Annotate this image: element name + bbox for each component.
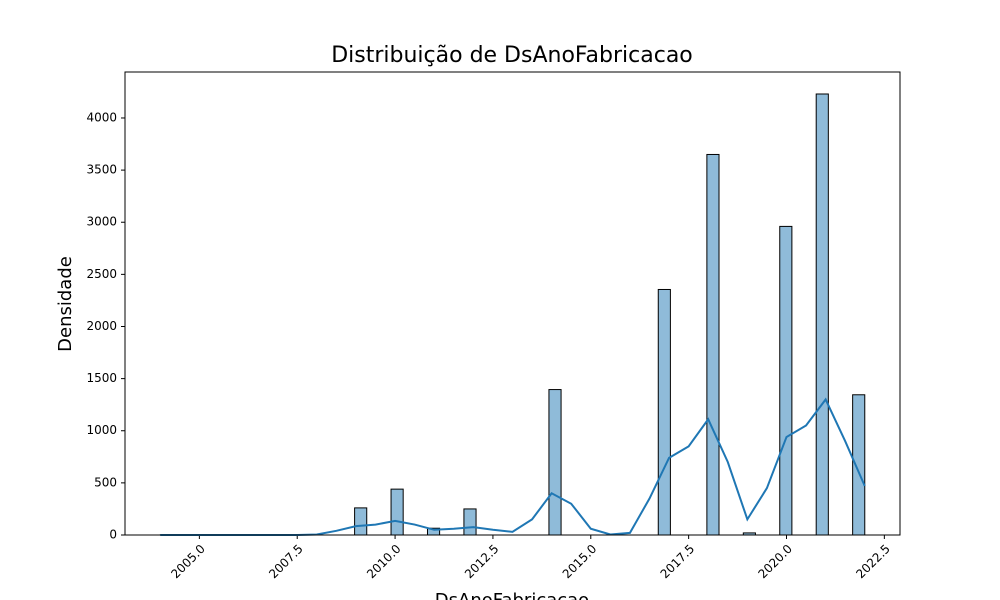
x-tick-label: 2017.5 — [658, 542, 698, 582]
y-tick-label: 4000 — [86, 110, 117, 124]
y-tick-label: 3000 — [86, 215, 117, 229]
y-tick-label: 0 — [109, 528, 117, 542]
bar — [706, 153, 720, 536]
bar — [779, 225, 793, 536]
x-tick-label: 2005.0 — [168, 542, 208, 582]
x-tick-label: 2020.0 — [755, 542, 795, 582]
plot-frame — [124, 71, 901, 536]
bar — [815, 93, 829, 536]
x-tick-label: 2012.5 — [462, 542, 502, 582]
chart-title: Distribuição de DsAnoFabricacao — [331, 43, 693, 68]
y-axis-label: Densidade — [55, 256, 76, 352]
x-tick-label: 2010.0 — [364, 542, 404, 582]
x-tick-label: 2022.5 — [853, 542, 893, 582]
x-tick-label: 2007.5 — [266, 542, 306, 582]
bar — [852, 394, 866, 536]
y-tick-label: 1500 — [86, 371, 117, 385]
bar — [657, 288, 671, 536]
bar — [463, 508, 477, 536]
bar — [390, 488, 404, 536]
bar — [354, 507, 368, 536]
kde-line — [160, 397, 866, 536]
y-tick-label: 1000 — [86, 423, 117, 437]
x-axis-label: DsAnoFabricacao — [435, 590, 589, 600]
bar — [548, 389, 562, 536]
y-tick-label: 500 — [94, 475, 117, 489]
y-tick-label: 3500 — [86, 163, 117, 177]
x-tick-label: 2015.0 — [560, 542, 600, 582]
y-tick-label: 2500 — [86, 267, 117, 281]
y-tick-label: 2000 — [86, 319, 117, 333]
